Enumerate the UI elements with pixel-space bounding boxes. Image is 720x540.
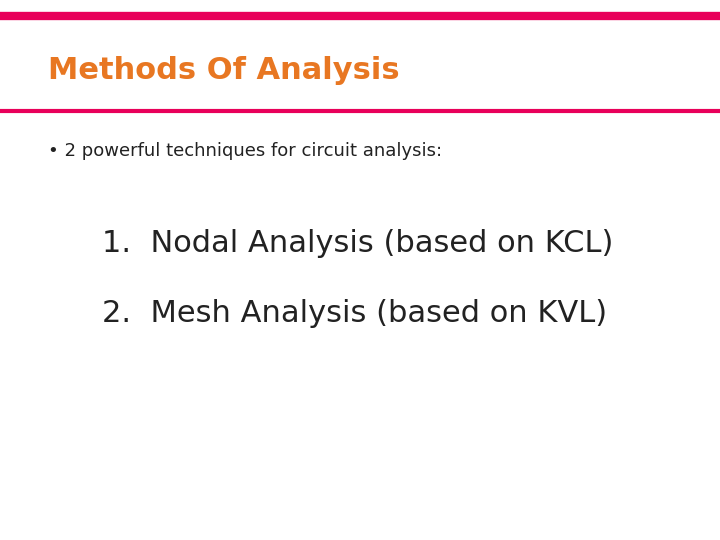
Text: 1.  Nodal Analysis (based on KCL): 1. Nodal Analysis (based on KCL) xyxy=(102,228,614,258)
Text: 2.  Mesh Analysis (based on KVL): 2. Mesh Analysis (based on KVL) xyxy=(102,299,608,328)
Text: Methods Of Analysis: Methods Of Analysis xyxy=(48,56,400,85)
Text: • 2 powerful techniques for circuit analysis:: • 2 powerful techniques for circuit anal… xyxy=(48,142,442,160)
